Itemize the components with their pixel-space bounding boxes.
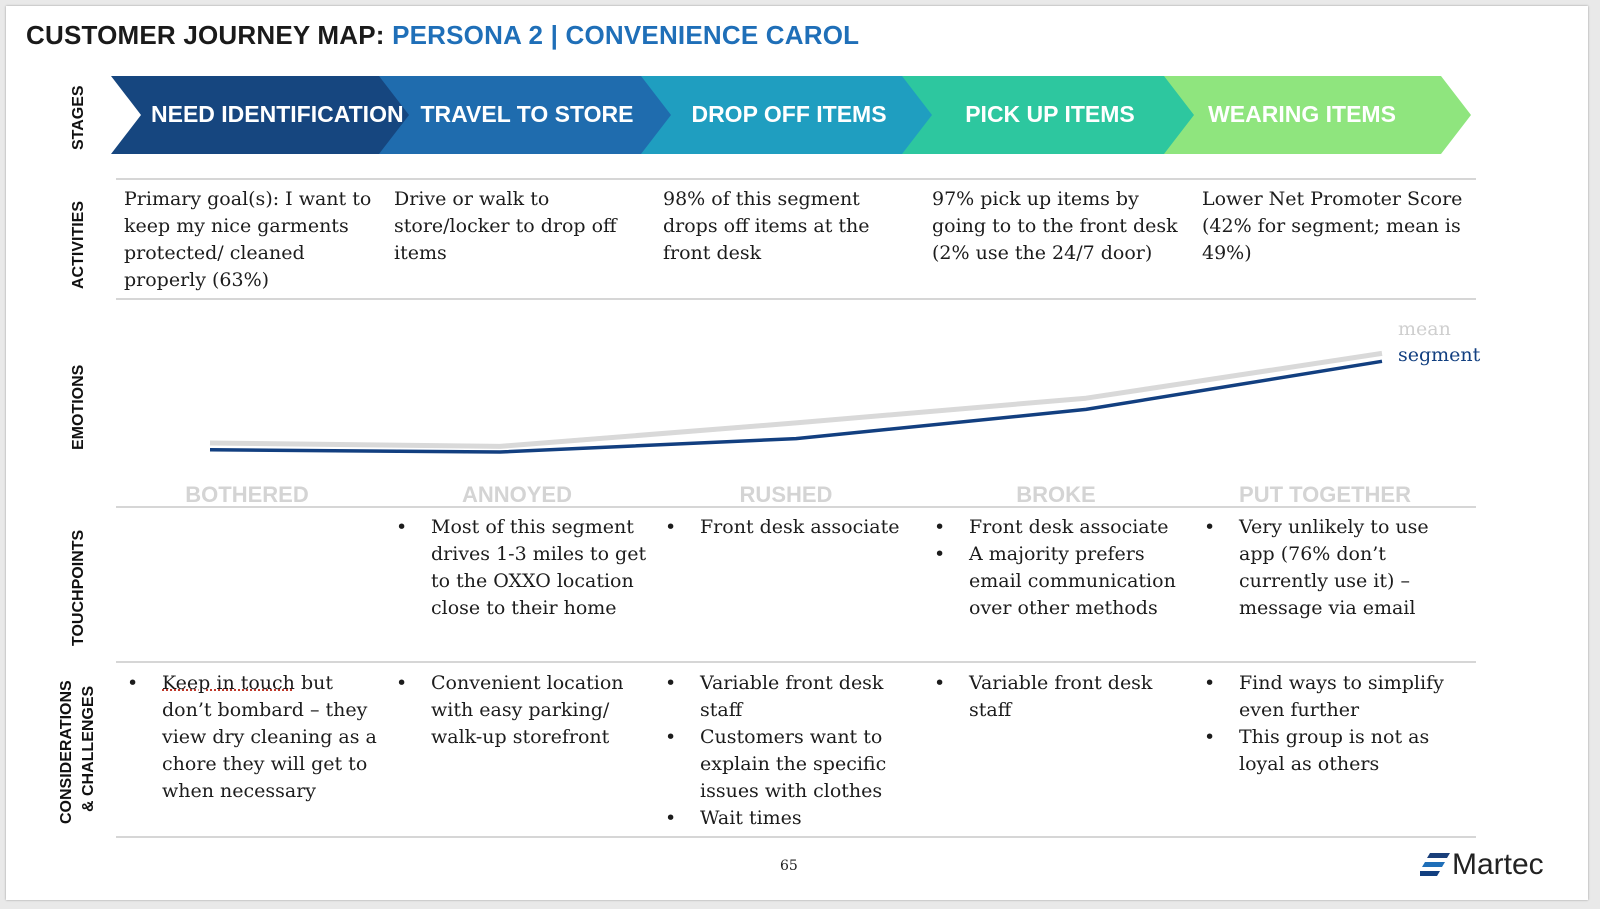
consideration-item: Keep in touch but don’t bombard – they v…: [125, 670, 383, 805]
touchpoints-3: Front desk associate: [663, 514, 925, 541]
title-prefix: CUSTOMER JOURNEY MAP:: [26, 20, 385, 50]
segment-line: [209, 359, 1383, 454]
emotion-label-4: BROKE: [1016, 482, 1096, 507]
activity-2: Drive or walk to store/locker to drop of…: [394, 188, 617, 264]
legend-mean: mean: [1398, 318, 1451, 340]
emotion-chart: [209, 350, 1383, 454]
legend-segment: segment: [1398, 344, 1481, 366]
consideration-underlined: Keep in touch: [162, 672, 295, 694]
stage-chevron-4: [902, 76, 1196, 154]
divider-touchpoints-top: [116, 506, 1476, 508]
consideration-item: This group is not as loyal as others: [1202, 724, 1464, 778]
stages-banner: NEED IDENTIFICATION TRAVEL TO STORE DROP…: [111, 76, 1471, 159]
consideration-text: but don’t bombard – they view dry cleani…: [162, 672, 377, 802]
touchpoints-2: Most of this segment drives 1-3 miles to…: [394, 514, 656, 622]
touchpoint-item: A majority prefers email communication o…: [932, 541, 1194, 622]
page-title: CUSTOMER JOURNEY MAP: PERSONA 2 | CONVEN…: [26, 20, 859, 51]
martec-logo-text: Martec: [1452, 848, 1544, 881]
divider-activities-top: [116, 178, 1476, 180]
divider-bottom: [116, 836, 1476, 838]
stage-chevron-1: [111, 76, 411, 154]
considerations-2: Convenient location with easy parking/ w…: [394, 670, 646, 751]
considerations-5: Find ways to simplify even further This …: [1202, 670, 1464, 778]
touchpoint-item: Very unlikely to use app (76% don’t curr…: [1202, 514, 1464, 622]
consideration-item: Variable front desk staff: [932, 670, 1184, 724]
page-number: 65: [780, 858, 798, 874]
stage-label-2: TRAVEL TO STORE: [420, 101, 634, 127]
slide: CUSTOMER JOURNEY MAP: PERSONA 2 | CONVEN…: [6, 6, 1588, 900]
divider-considerations-top: [116, 661, 1476, 663]
stage-label-5: WEARING ITEMS: [1208, 101, 1396, 127]
considerations-4: Variable front desk staff: [932, 670, 1184, 724]
stage-chevron-3: [641, 76, 934, 154]
considerations-3: Variable front desk staff Customers want…: [663, 670, 915, 832]
consideration-item: Wait times: [663, 805, 915, 832]
stage-chevron-5: [1164, 76, 1471, 154]
activity-4: 97% pick up items by going to to the fro…: [932, 188, 1178, 264]
touchpoints-4: Front desk associate A majority prefers …: [932, 514, 1194, 622]
consideration-item: Customers want to explain the specific i…: [663, 724, 915, 805]
touchpoint-item: Front desk associate: [663, 514, 925, 541]
martec-logo-icon: [1420, 853, 1450, 876]
divider-activities-bottom: [116, 298, 1476, 300]
martec-logo: Martec: [1420, 848, 1544, 882]
touchpoints-5: Very unlikely to use app (76% don’t curr…: [1202, 514, 1464, 622]
mean-line: [209, 350, 1383, 449]
stages-chevrons: [111, 76, 1471, 154]
stage-label-1: NEED IDENTIFICATION: [151, 101, 404, 127]
touchpoint-item: Front desk associate: [932, 514, 1194, 541]
considerations-1: Keep in touch but don’t bombard – they v…: [125, 670, 383, 805]
consideration-item: Variable front desk staff: [663, 670, 915, 724]
stage-label-3: DROP OFF ITEMS: [691, 101, 887, 127]
emotion-label-3: RUSHED: [739, 482, 833, 507]
emotion-label-5: PUT TOGETHER: [1239, 482, 1411, 507]
title-persona: PERSONA 2 | CONVENIENCE CAROL: [392, 20, 860, 50]
emotion-label-2: ANNOYED: [461, 482, 572, 507]
activity-1: Primary goal(s): I want to keep my nice …: [124, 188, 372, 291]
touchpoint-item: Most of this segment drives 1-3 miles to…: [394, 514, 656, 622]
activity-5: Lower Net Promoter Score (42% for segmen…: [1202, 188, 1463, 264]
activity-3: 98% of this segment drops off items at t…: [663, 188, 870, 264]
stage-chevron-2: [379, 76, 673, 154]
stage-label-4: PICK UP ITEMS: [965, 101, 1135, 127]
emotion-label-1: BOTHERED: [185, 482, 309, 507]
consideration-item: Convenient location with easy parking/ w…: [394, 670, 646, 751]
consideration-item: Find ways to simplify even further: [1202, 670, 1464, 724]
